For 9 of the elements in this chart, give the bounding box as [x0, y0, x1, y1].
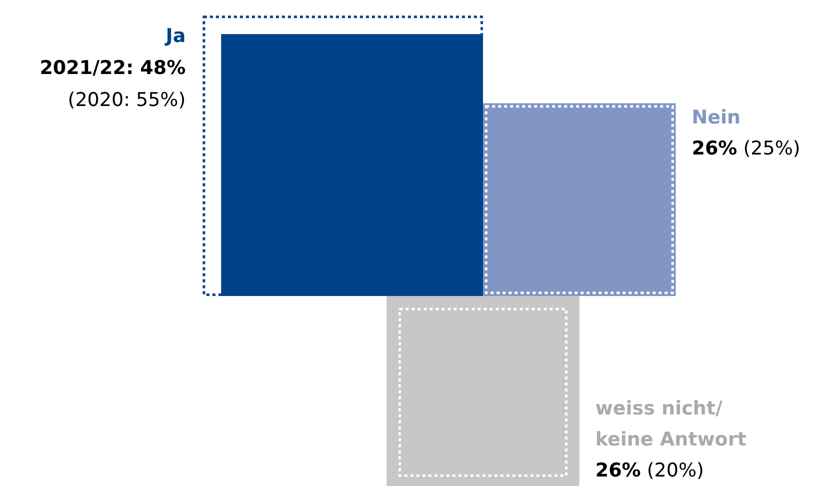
category-label: weiss nicht/ keine Antwort [595, 398, 746, 451]
data-label: (20%) [640, 460, 704, 482]
data-label: 26% [595, 460, 641, 482]
data-label: (2020: 55%) [68, 89, 186, 111]
category-label: Ja [164, 25, 186, 47]
data-label: (25%) [737, 137, 800, 160]
category-label: Nein [692, 106, 741, 128]
data-label: 2021/22: 48% [40, 57, 186, 79]
data-label: 26% [692, 137, 738, 160]
